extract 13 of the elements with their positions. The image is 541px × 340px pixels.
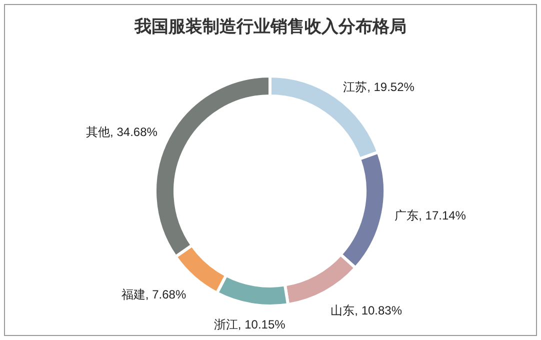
slice-label: 广东 [394,208,419,222]
data-label: , 7.68% [145,287,186,302]
data-label: , 10.15% [238,317,286,332]
chart-title: 我国服装制造行业销售收入分布格局 [134,17,406,36]
data-label: , 19.52% [367,80,415,94]
slice-label: 江苏 [343,80,368,94]
slice-label: 福建 [121,287,146,302]
slice-label: 浙江 [214,317,238,332]
data-label: , 34.68% [110,125,158,140]
data-label: , 17.14% [418,208,466,222]
data-label: , 10.83% [354,304,402,318]
slice-label: 其他 [86,125,110,140]
slice-label: 山东 [330,304,355,318]
